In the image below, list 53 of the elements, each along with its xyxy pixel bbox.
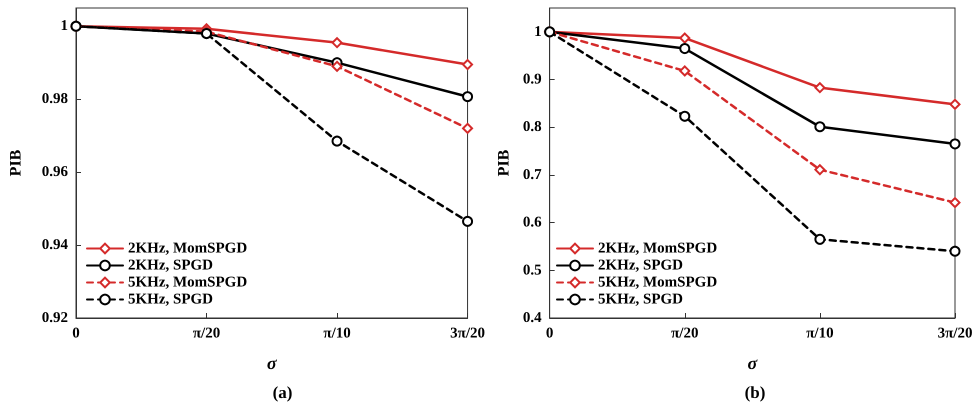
- y-tick-label: 0.96: [42, 164, 68, 180]
- point: [814, 164, 826, 176]
- legend-label: 2KHz, SPGD: [128, 258, 214, 274]
- y-tick-label: 0.5: [522, 262, 542, 278]
- point: [679, 32, 690, 44]
- x-tick-label: π/10: [806, 326, 834, 342]
- point: [462, 91, 474, 102]
- x-tick-label: 3π/20: [450, 326, 486, 342]
- x-axis-title: σ: [747, 353, 758, 373]
- y-tick-label: 0.8: [522, 119, 542, 136]
- x-tick-label: π/10: [323, 326, 351, 342]
- text: (b): [744, 383, 766, 402]
- y-tick-label: 0.7: [522, 166, 542, 183]
- text: (a): [272, 383, 292, 402]
- y-tick-label: 0.6: [522, 214, 542, 231]
- y-axis-title: PIB: [496, 149, 512, 176]
- point: [462, 216, 474, 227]
- x-tick-label: 3π/20: [938, 326, 972, 342]
- point: [950, 98, 960, 110]
- x-tick-label: 0: [72, 326, 80, 342]
- point: [950, 246, 960, 257]
- x-tick-label: π/20: [192, 326, 220, 342]
- point: [814, 234, 826, 245]
- legend-label: 5KHz, MomSPGD: [598, 274, 718, 290]
- x-tick-label: 0: [546, 326, 554, 342]
- point: [462, 122, 474, 134]
- point: [679, 65, 690, 76]
- point: [814, 121, 826, 132]
- point: [679, 43, 690, 54]
- x-tick-label: π/20: [671, 326, 698, 342]
- y-tick-label: 1: [534, 24, 542, 40]
- point: [679, 110, 690, 122]
- legend-label: 5KHz, SPGD: [598, 292, 684, 308]
- point: [332, 136, 343, 147]
- x-axis-title: σ: [266, 353, 278, 373]
- y-axis-title: PIB: [8, 149, 24, 176]
- point: [814, 82, 826, 94]
- y-tick-label: 0.9: [522, 72, 542, 88]
- y-tick-label: 1: [60, 18, 68, 34]
- y-tick-label: 0.98: [42, 91, 68, 108]
- legend-label: 5KHz, SPGD: [128, 292, 214, 308]
- point: [462, 59, 474, 70]
- legend-label: 2KHz, MomSPGD: [598, 240, 718, 256]
- point: [950, 197, 960, 208]
- legend-label: 5KHz, MomSPGD: [128, 274, 248, 290]
- legend-label: 2KHz, SPGD: [598, 258, 684, 274]
- y-tick-label: 0.92: [42, 310, 68, 326]
- legend-label: 2KHz, MomSPGD: [128, 240, 248, 256]
- y-tick-label: 0.4: [522, 310, 542, 326]
- point: [950, 138, 960, 150]
- point: [332, 37, 343, 48]
- y-tick-label: 0.94: [42, 237, 68, 254]
- point: [332, 60, 343, 72]
